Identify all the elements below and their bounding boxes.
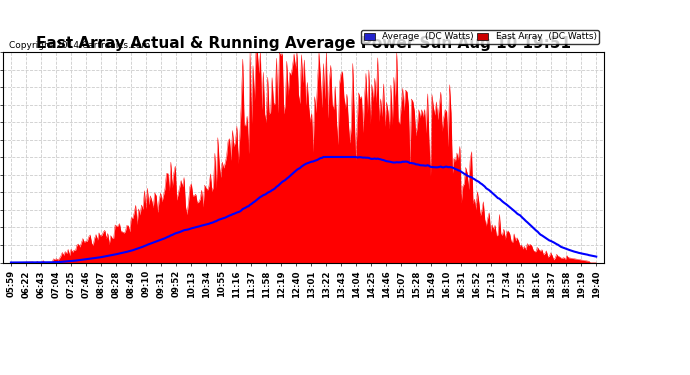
- Title: East Array Actual & Running Average Power Sun Aug 10 19:51: East Array Actual & Running Average Powe…: [36, 36, 571, 51]
- Text: Copyright 2014 Cartronics.com: Copyright 2014 Cartronics.com: [10, 41, 150, 50]
- Legend: Average  (DC Watts), East Array  (DC Watts): Average (DC Watts), East Array (DC Watts…: [362, 30, 599, 44]
